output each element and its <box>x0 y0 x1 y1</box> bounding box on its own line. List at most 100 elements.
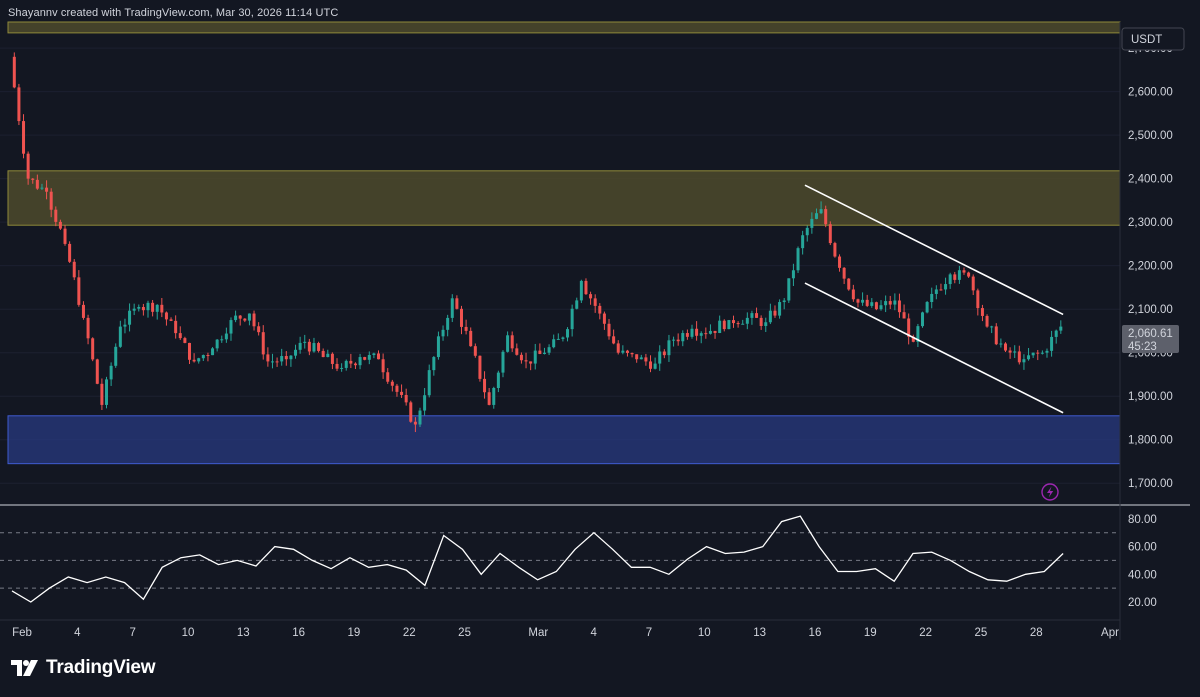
supply-zone[interactable] <box>7 170 1121 226</box>
candle-body <box>118 326 122 347</box>
price-axis[interactable]: 2,700.002,600.002,500.002,400.002,300.00… <box>1119 22 1173 640</box>
candle-body <box>234 315 238 321</box>
candle-body <box>695 328 699 336</box>
candle-body <box>312 343 316 352</box>
candle-body <box>575 300 579 309</box>
time-tick-label: Feb <box>12 627 32 639</box>
candle-body <box>413 421 417 425</box>
candle-body <box>773 310 777 316</box>
candle-body <box>326 353 330 358</box>
candle-body <box>492 387 496 405</box>
candle-body <box>980 308 984 316</box>
channel-line[interactable] <box>804 282 1064 414</box>
candle-body <box>446 317 450 330</box>
candle-body <box>26 153 30 179</box>
candle-body <box>132 308 136 311</box>
time-tick-label: 13 <box>237 627 250 639</box>
candle-body <box>828 224 832 244</box>
candle-body <box>791 270 795 279</box>
candle-body <box>542 352 546 354</box>
candle-body <box>690 328 694 337</box>
candle-body <box>496 372 500 388</box>
lightning-icon[interactable] <box>1041 483 1059 501</box>
candle-body <box>1022 359 1026 363</box>
candle-body <box>335 363 339 369</box>
rsi-tick-label: 60.00 <box>1128 542 1157 554</box>
candle-body <box>224 333 228 340</box>
candle-body <box>999 343 1003 345</box>
candle-body <box>529 361 533 364</box>
candle-body <box>441 329 445 337</box>
candle-body <box>547 347 551 353</box>
candle-body <box>386 372 390 382</box>
time-tick-label: 10 <box>182 627 195 639</box>
time-axis[interactable]: Feb 4 7 10 13 16 19 22 25 Mar 4 7 10 13 16 19 22 25 28 Apr <box>0 619 1120 639</box>
time-tick-label: 10 <box>698 627 711 639</box>
time-tick-label: 4 <box>74 627 81 639</box>
candle-body <box>672 339 676 341</box>
candle-body <box>77 277 81 305</box>
candle-body <box>164 312 168 320</box>
rsi-line[interactable] <box>11 515 1064 603</box>
candle-body <box>824 209 828 225</box>
candle-body <box>40 187 44 189</box>
currency-box[interactable] <box>1121 27 1185 51</box>
candle-body <box>639 357 643 360</box>
candle-body <box>174 320 178 334</box>
candle-body <box>851 289 855 300</box>
candle-body <box>275 361 279 363</box>
candle-body <box>1059 326 1063 331</box>
time-tick-label: 13 <box>753 627 766 639</box>
price-tick-label: 2,200.00 <box>1128 261 1173 273</box>
candle-body <box>128 310 132 325</box>
candle-body <box>105 379 109 405</box>
candle-body <box>68 243 72 262</box>
rsi-tick-label: 20.00 <box>1128 597 1157 609</box>
candle-body <box>303 341 307 343</box>
candle-body <box>321 350 325 358</box>
candle-body <box>566 329 570 338</box>
supply-zone[interactable] <box>7 21 1121 34</box>
candle-body <box>45 187 49 192</box>
candle-body <box>759 317 763 326</box>
candle-body <box>801 235 805 249</box>
candle-body <box>810 218 814 228</box>
candle-body <box>782 300 786 303</box>
candle-body <box>944 284 948 290</box>
candle-body <box>967 272 971 277</box>
candle-body <box>58 221 62 229</box>
rsi-panel[interactable] <box>0 515 1120 603</box>
candle-body <box>727 320 731 330</box>
candle-body <box>524 360 528 362</box>
candle-body <box>49 191 53 210</box>
time-tick-label: 16 <box>292 627 305 639</box>
candle-body <box>870 302 874 306</box>
candle-body <box>100 383 104 405</box>
candle-body <box>1045 350 1049 353</box>
candle-body <box>423 395 427 411</box>
candle-body <box>741 323 745 325</box>
price-panel[interactable] <box>0 21 1121 484</box>
candle-body <box>363 357 367 360</box>
demand-zone[interactable] <box>7 415 1121 465</box>
candle-body <box>22 121 26 154</box>
candle-body <box>307 341 311 352</box>
candle-body <box>280 356 284 362</box>
price-tick-label: 2,600.00 <box>1128 87 1173 99</box>
last-price-value: 2,060.61 <box>1128 328 1173 340</box>
candle-body <box>879 305 883 310</box>
candle-body <box>939 289 943 291</box>
candle-body <box>838 256 842 268</box>
candle-body <box>506 335 510 352</box>
candle-body <box>114 346 118 366</box>
last-price-tag <box>1122 325 1179 353</box>
candle-body <box>289 355 293 360</box>
channel-line[interactable] <box>804 184 1064 316</box>
candle-body <box>584 280 588 295</box>
candle-body <box>704 333 708 335</box>
candle-body <box>183 338 187 343</box>
candle-body <box>427 370 431 396</box>
candle-body <box>243 318 247 321</box>
candle-body <box>621 350 625 353</box>
